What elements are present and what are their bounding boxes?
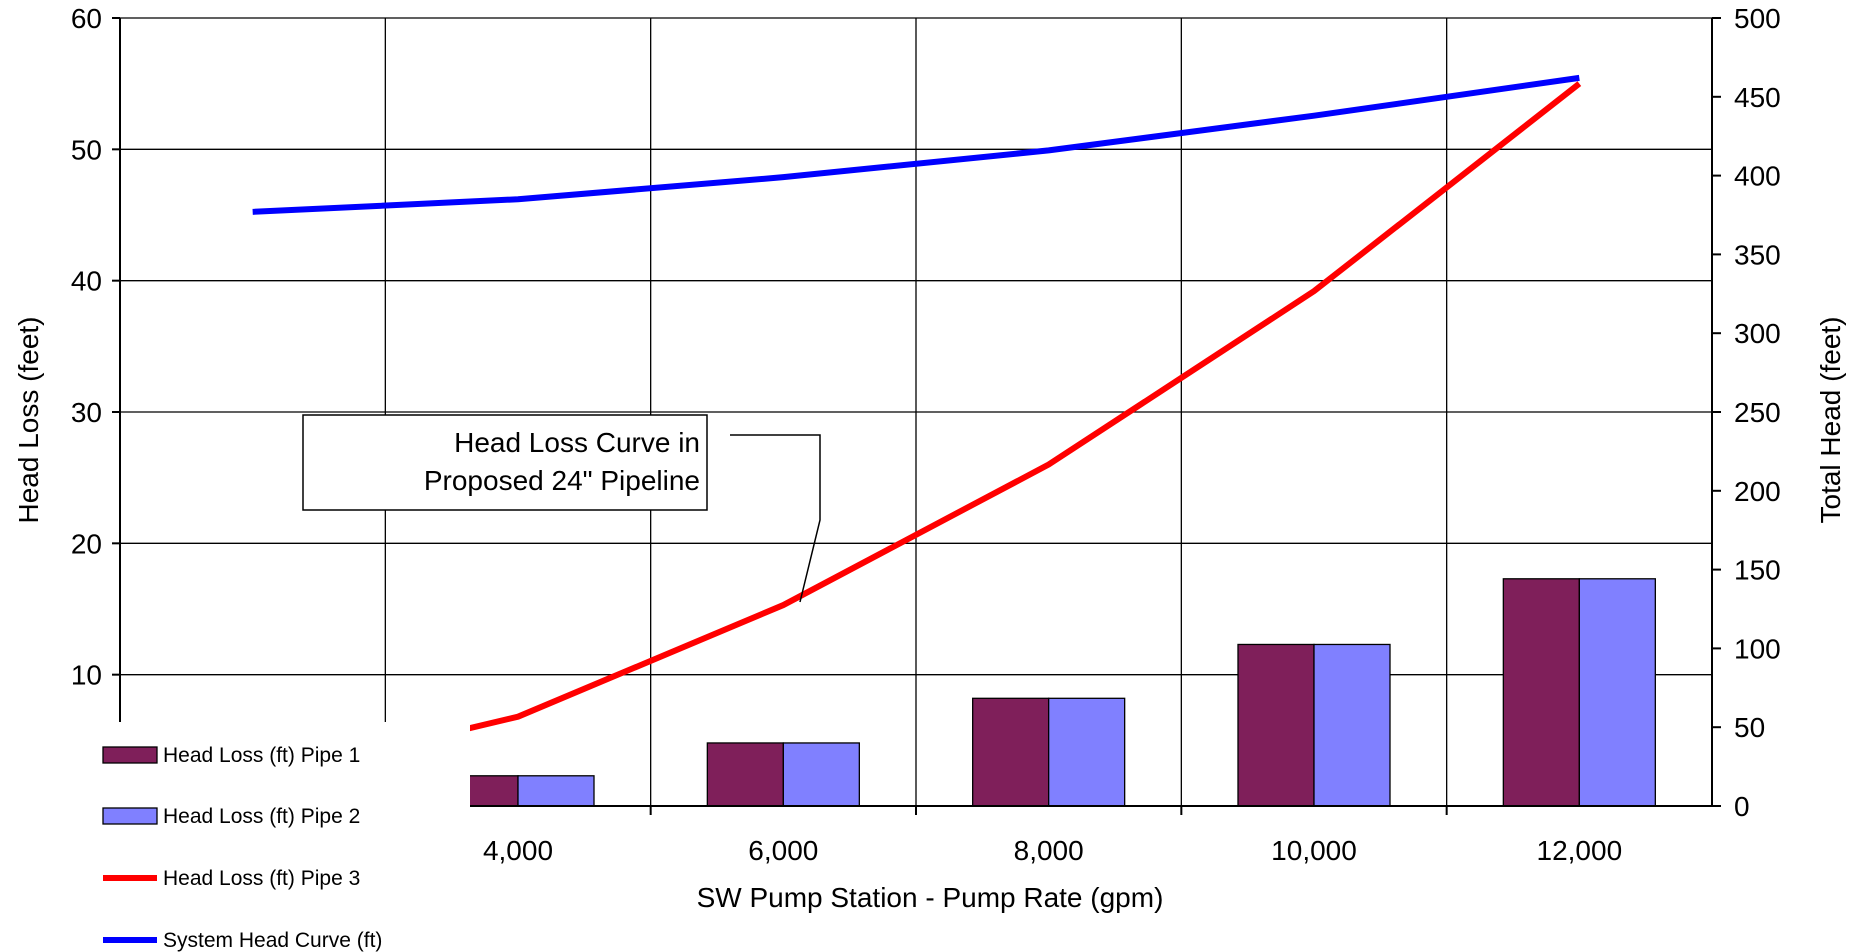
x-tick-label: 10,000 — [1271, 835, 1357, 866]
callout-leader-line — [730, 434, 821, 603]
right-y-tick-label: 100 — [1734, 633, 1781, 664]
x-tick-label: 8,000 — [1014, 835, 1084, 866]
callout-annotation: Head Loss Curve in Proposed 24" Pipeline — [302, 414, 821, 603]
right-y-tick-label: 350 — [1734, 239, 1781, 270]
right-y-tick-label: 450 — [1734, 82, 1781, 113]
bar-2-5 — [1578, 578, 1656, 807]
left-y-tick-labels: 10 20 30 40 50 60 — [71, 3, 102, 691]
callout-line-1: Head Loss Curve in — [454, 427, 700, 458]
left-y-tick-label: 50 — [71, 134, 102, 165]
legend-swatch-1 — [102, 746, 158, 764]
x-tick-label: 4,000 — [483, 835, 553, 866]
right-y-axis-title: Total Head (feet) — [1815, 317, 1846, 524]
right-y-tick-label: 300 — [1734, 318, 1781, 349]
legend-label-1: Head Loss (ft) Pipe 1 — [163, 744, 360, 767]
series-lines — [251, 74, 1582, 783]
line-series-1 — [251, 81, 1582, 783]
right-y-tick-label: 250 — [1734, 397, 1781, 428]
left-y-axis-title: Head Loss (feet) — [13, 317, 44, 524]
legend-label-3: Head Loss (ft) Pipe 3 — [163, 867, 360, 890]
bar-1-4 — [1237, 643, 1315, 807]
right-y-tick-labels: 0 50 100 150 200 250 300 350 400 450 500 — [1734, 3, 1781, 822]
left-y-tick-label: 30 — [71, 397, 102, 428]
callout-line-2: Proposed 24" Pipeline — [424, 465, 700, 496]
left-y-tick-label: 20 — [71, 528, 102, 559]
bar-2-3 — [1048, 697, 1126, 807]
line-series-2 — [252, 74, 1580, 215]
x-tick-labels: 4,000 6,000 8,000 10,000 12,000 — [483, 835, 1622, 866]
left-y-tick-label: 60 — [71, 3, 102, 34]
callout-box — [302, 414, 708, 511]
x-tick-label: 6,000 — [748, 835, 818, 866]
bar-2-4 — [1313, 643, 1391, 807]
left-y-tick-label: 40 — [71, 266, 102, 297]
legend: Head Loss (ft) Pipe 1 Head Loss (ft) Pipe… — [0, 722, 470, 952]
legend-swatch-2 — [102, 807, 158, 825]
right-y-tick-label: 500 — [1734, 3, 1781, 34]
right-y-tick-label: 50 — [1734, 712, 1765, 743]
right-y-tick-label: 150 — [1734, 555, 1781, 586]
bar-2-1 — [517, 775, 595, 807]
right-y-tick-label: 400 — [1734, 161, 1781, 192]
gridlines — [120, 17, 1712, 806]
bar-1-2 — [706, 742, 784, 807]
bar-1-3 — [972, 697, 1050, 807]
left-y-tick-label: 10 — [71, 660, 102, 691]
x-tick-label: 12,000 — [1537, 835, 1623, 866]
legend-label-2: Head Loss (ft) Pipe 2 — [163, 805, 360, 828]
bar-1-5 — [1502, 578, 1580, 807]
right-y-tick-label: 200 — [1734, 476, 1781, 507]
legend-label-4: System Head Curve (ft) — [163, 929, 382, 952]
legend-background — [0, 722, 470, 952]
right-y-tick-label: 0 — [1734, 791, 1750, 822]
bar-2-2 — [782, 742, 860, 807]
x-axis-title: SW Pump Station - Pump Rate (gpm) — [697, 882, 1164, 913]
